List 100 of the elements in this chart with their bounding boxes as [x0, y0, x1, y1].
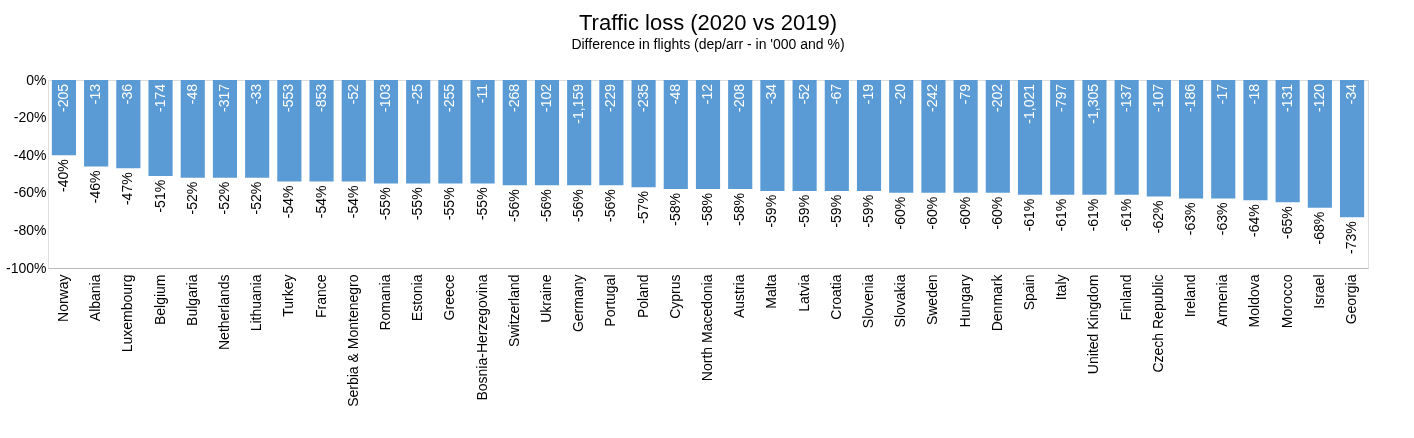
y-tick-label: -40%	[13, 146, 47, 163]
annotation: -1,159	[570, 83, 587, 124]
data-label: -47%	[119, 172, 136, 206]
data-label: -59%	[763, 194, 780, 228]
annotation: -18	[1246, 83, 1263, 105]
x-tick-label: Luxembourg	[119, 274, 136, 353]
annotation: -67	[827, 83, 844, 105]
x-tick-label: Morocco	[1278, 274, 1295, 329]
annotation: -36	[119, 83, 136, 105]
y-tick-label: -60%	[13, 184, 47, 201]
x-tick-label: Czech Republic	[1149, 274, 1166, 373]
y-tick-label: -80%	[13, 221, 47, 238]
x-tick-label: Latvia	[795, 274, 812, 312]
annotation: -34	[1343, 83, 1360, 105]
data-label: -56%	[505, 189, 522, 222]
x-tick-label: Denmark	[988, 273, 1005, 332]
x-tick-label: United Kingdom	[1085, 274, 1102, 375]
annotation: -235	[634, 83, 651, 113]
data-label: -56%	[602, 189, 619, 222]
data-label: -59%	[860, 194, 877, 228]
data-label: -57%	[634, 191, 651, 224]
data-label: -59%	[827, 194, 844, 228]
annotation: -137	[1117, 83, 1134, 113]
annotation: -52	[344, 83, 361, 105]
annotation: -17	[1214, 83, 1231, 105]
data-label: -64%	[1246, 204, 1263, 238]
data-label: -62%	[1149, 200, 1166, 234]
data-label: -73%	[1343, 221, 1360, 254]
annotation: -553	[280, 83, 297, 113]
x-tick-label: Ukraine	[537, 274, 554, 323]
annotation: -19	[860, 83, 877, 105]
x-tick-label: Netherlands	[215, 274, 232, 350]
data-label: -51%	[151, 179, 168, 213]
x-tick-label: Lithuania	[248, 274, 265, 332]
data-label: -65%	[1278, 206, 1295, 239]
annotation: -103	[376, 83, 393, 113]
data-label: -52%	[183, 181, 200, 215]
chart-subtitle: Difference in flights (dep/arr - in '000 and %)	[571, 36, 845, 52]
annotation: -25	[409, 83, 426, 105]
x-tick-label: Norway	[54, 274, 71, 322]
data-label: -58%	[666, 193, 683, 226]
y-tick-label: -100%	[6, 259, 47, 276]
x-tick-label: Slovakia	[892, 274, 909, 328]
x-tick-label: Ireland	[1182, 274, 1199, 318]
data-label: -54%	[312, 185, 329, 219]
annotation: -229	[602, 83, 619, 113]
y-tick-label: -20%	[13, 109, 47, 126]
x-tick-label: Turkey	[280, 274, 297, 317]
annotation: -79	[956, 83, 973, 105]
x-tick-label: Estonia	[409, 274, 426, 322]
x-tick-label: Bulgaria	[183, 274, 200, 326]
data-label: -60%	[988, 196, 1005, 230]
data-label: -52%	[215, 181, 232, 215]
x-tick-label: Armenia	[1214, 274, 1231, 327]
x-tick-label: France	[312, 274, 329, 319]
annotation: -242	[924, 83, 941, 113]
data-label: -61%	[1053, 198, 1070, 232]
annotation: -11	[473, 83, 490, 104]
annotation: -107	[1149, 83, 1166, 113]
annotation: -853	[312, 83, 329, 113]
data-label: -58%	[731, 193, 748, 226]
x-tick-label: Austria	[731, 274, 748, 319]
annotation: -48	[666, 83, 683, 105]
data-label: -63%	[1214, 202, 1231, 236]
annotation: -20	[892, 83, 909, 105]
x-tick-label: Switzerland	[505, 274, 522, 347]
x-tick-label: Bosnia-Herzegovina	[473, 274, 490, 401]
x-tick-label: Romania	[376, 274, 393, 331]
data-label: -60%	[924, 196, 941, 230]
data-label: -61%	[1117, 198, 1134, 232]
x-tick-label: Germany	[570, 274, 587, 333]
annotation: -102	[537, 83, 554, 113]
annotation: -13	[87, 83, 104, 105]
data-label: -56%	[570, 189, 587, 222]
data-label: -54%	[280, 185, 297, 219]
data-label: -55%	[441, 187, 458, 221]
x-tick-label: Slovenia	[860, 274, 877, 329]
x-tick-label: Hungary	[956, 274, 973, 328]
x-tick-label: Greece	[441, 274, 458, 321]
x-tick-label: Malta	[763, 274, 780, 309]
annotation: -120	[1310, 83, 1327, 113]
annotation: -268	[505, 83, 522, 113]
data-label: -46%	[87, 170, 104, 204]
annotation: -202	[988, 83, 1005, 113]
x-tick-label: Albania	[87, 274, 104, 322]
data-label: -56%	[537, 189, 554, 222]
x-tick-label: Georgia	[1343, 274, 1360, 325]
data-label: -68%	[1310, 211, 1327, 245]
x-tick-label: Moldova	[1246, 274, 1263, 328]
data-label: -60%	[956, 196, 973, 230]
data-label: -40%	[54, 159, 71, 192]
data-label: -58%	[699, 193, 715, 226]
data-label: -55%	[376, 187, 393, 221]
x-tick-label: Poland	[634, 274, 651, 319]
annotation: -34	[763, 83, 780, 105]
x-tick-label: Belgium	[151, 274, 168, 326]
data-label: -63%	[1182, 202, 1199, 236]
x-tick-label: Cyprus	[666, 274, 683, 319]
data-label: -55%	[473, 187, 490, 221]
annotation: -255	[441, 83, 458, 113]
